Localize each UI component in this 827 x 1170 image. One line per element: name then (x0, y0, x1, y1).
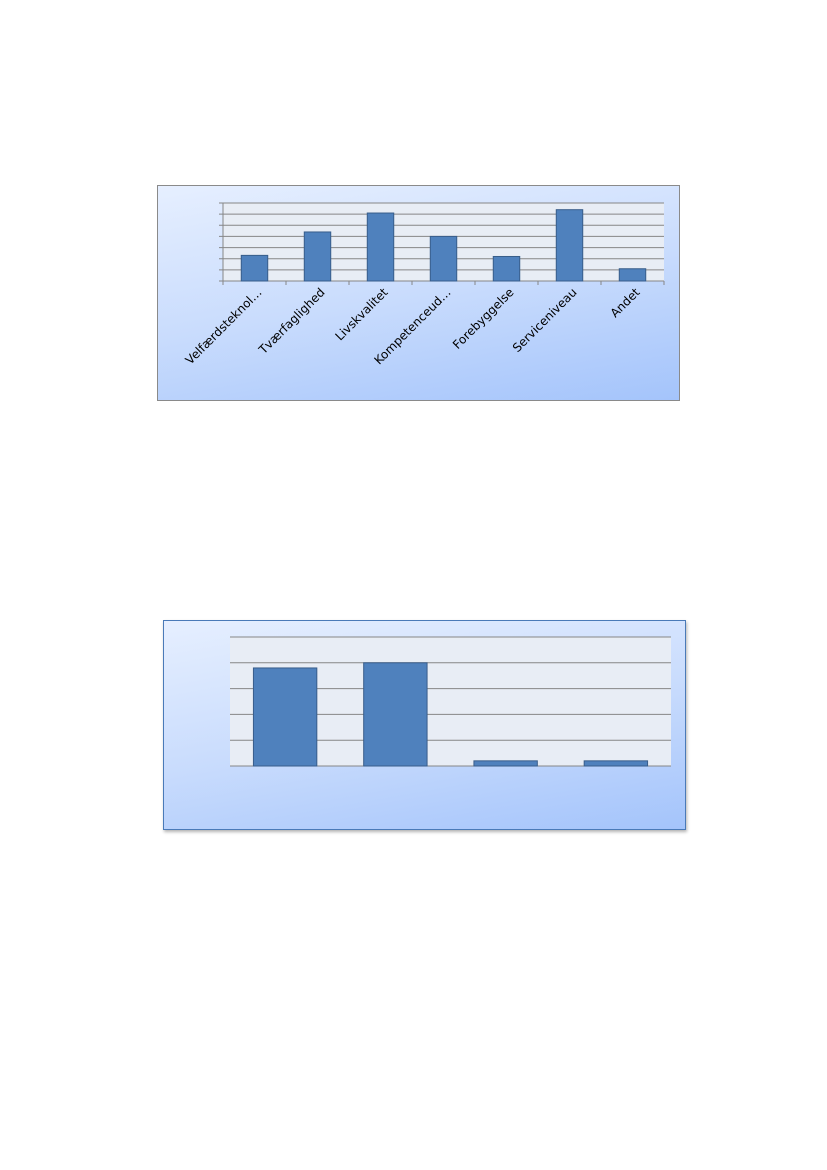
chart-2-plot (230, 636, 671, 767)
x-tick-label: Serviceniveau (510, 285, 580, 355)
x-tick-label: Forebyggelse (450, 285, 517, 352)
chart-2 (163, 620, 686, 830)
x-tick-label: Andet (608, 285, 643, 320)
bar-0 (252, 667, 318, 767)
bar-5 (555, 209, 584, 282)
chart-1: Velfærdsteknol… Tværfaglighed Livskvalitet… (157, 185, 680, 401)
bar-2 (473, 760, 538, 767)
bar-3 (583, 760, 649, 767)
bar-6 (618, 268, 647, 282)
bar-3 (429, 235, 458, 282)
chart-1-plot: Velfærdsteknol…Tværfaglighed Livskvalitet… (183, 202, 665, 367)
bar-1 (303, 231, 332, 282)
bar-0 (240, 254, 269, 282)
bar-4 (492, 255, 521, 282)
x-tick-label: Livskvalitet (332, 285, 390, 343)
bar-1 (363, 662, 428, 767)
x-tick-label: Tværfaglighed (255, 285, 327, 357)
bar-2 (366, 212, 395, 282)
x-tick-label: Velfærdsteknol… (183, 285, 265, 367)
